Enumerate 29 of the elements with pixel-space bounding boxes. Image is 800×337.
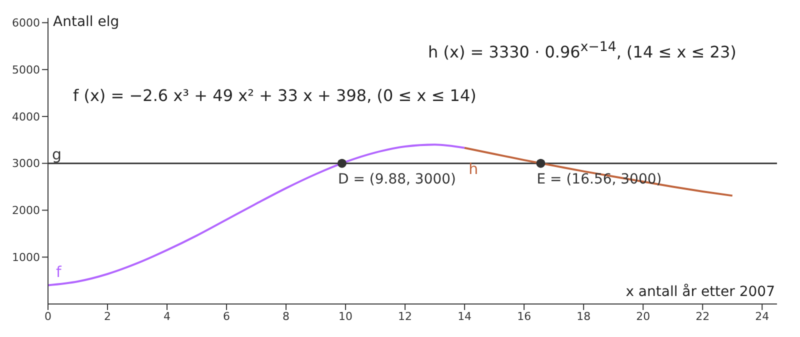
y-tick-label: 6000 bbox=[12, 16, 40, 30]
annotation: D = (9.88, 3000) bbox=[338, 171, 456, 188]
x-tick-label: 8 bbox=[282, 310, 290, 323]
y-tick-label: 1000 bbox=[12, 251, 40, 264]
line-series bbox=[48, 144, 466, 286]
x-tick-label: 12 bbox=[398, 310, 412, 323]
x-tick-label: 14 bbox=[458, 310, 472, 323]
y-axis-title: Antall elg bbox=[53, 14, 120, 30]
line-series bbox=[464, 146, 734, 197]
series-label: f bbox=[56, 263, 62, 282]
ref-line-label: g bbox=[52, 145, 62, 164]
y-tick-label: 4000 bbox=[12, 110, 40, 124]
x-tick-label: 18 bbox=[576, 310, 591, 323]
x-tick-label: 4 bbox=[164, 310, 171, 323]
x-tick-label: 22 bbox=[696, 310, 710, 323]
x-tick-label: 24 bbox=[755, 310, 770, 323]
x-tick-label: 16 bbox=[517, 310, 532, 323]
x-tick-label: 6 bbox=[223, 310, 230, 323]
series-label: h bbox=[468, 160, 478, 178]
x-tick-label: 20 bbox=[636, 310, 650, 323]
x-tick-label: 0 bbox=[44, 310, 52, 323]
x-axis-title: x antall år etter 2007 bbox=[626, 284, 775, 300]
annotation: h (x) = 3330 · 0.96$^{x−14}$, (14 ≤ x ≤ 23) bbox=[428, 40, 736, 62]
x-tick-label: 2 bbox=[104, 310, 112, 323]
y-tick-label: 2000 bbox=[12, 204, 40, 218]
annotation: f (x) = −2.6 x³ + 49 x² + 33 x + 398, (0 ≤ x ≤ 14) bbox=[73, 86, 476, 105]
y-tick-label: 3000 bbox=[12, 157, 40, 170]
y-tick-label: 5000 bbox=[12, 63, 40, 76]
x-tick-label: 10 bbox=[338, 310, 353, 323]
